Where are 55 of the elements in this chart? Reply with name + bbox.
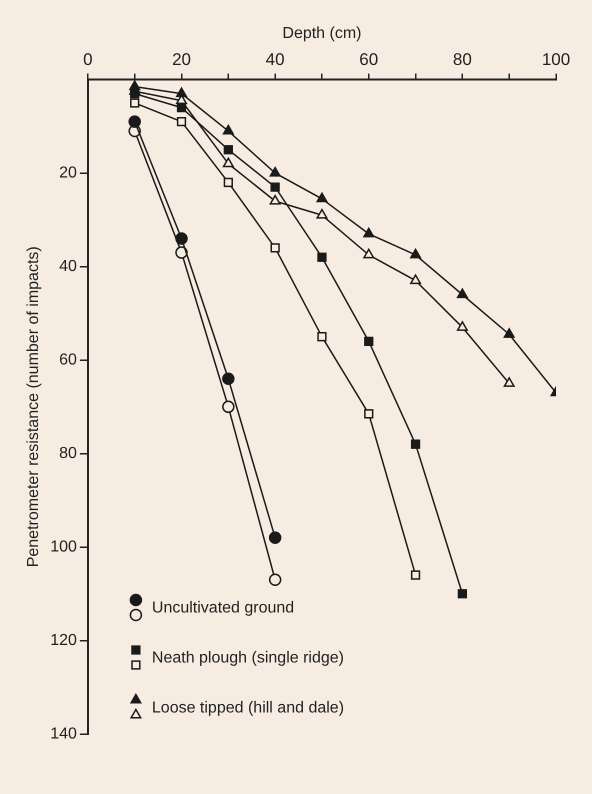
point [364, 409, 374, 418]
point [268, 574, 282, 586]
point [175, 246, 188, 259]
point [270, 194, 281, 205]
point [317, 332, 327, 342]
point [456, 321, 468, 331]
point [317, 252, 327, 262]
point [128, 115, 141, 128]
point [130, 88, 140, 98]
x-tick-label: 60 [359, 50, 378, 70]
point [363, 248, 374, 258]
point [222, 124, 234, 135]
y-tick-label: 60 [59, 351, 77, 368]
point [130, 98, 140, 108]
point [175, 232, 188, 245]
legend-label: Neath plough (single ridge) [152, 649, 344, 666]
legend-label: Loose tipped (hill and dale) [152, 699, 344, 716]
legend-label: Uncultivated ground [152, 599, 294, 616]
y-tick-label: 40 [59, 258, 77, 275]
y-axis-title: Penetrometer resistance (number of impacts) [25, 246, 42, 568]
point [410, 570, 420, 580]
point [176, 117, 186, 126]
point [363, 228, 374, 238]
point [222, 400, 235, 414]
point [504, 377, 515, 387]
point [270, 182, 280, 192]
point [458, 589, 468, 598]
y-tick-label: 80 [59, 444, 77, 462]
y-tick-label: 100 [50, 538, 77, 556]
x-tick-label: 80 [452, 50, 472, 70]
x-tick-label: 100 [542, 50, 570, 70]
point [268, 531, 282, 544]
point [410, 248, 422, 258]
point [224, 145, 233, 154]
point [316, 192, 328, 202]
y-tick-label: 20 [59, 164, 77, 182]
point [364, 336, 374, 346]
y-tick-label: 140 [50, 725, 77, 742]
point [270, 166, 281, 177]
point [410, 440, 420, 449]
point [224, 178, 233, 188]
point [270, 243, 280, 253]
point [176, 103, 186, 112]
point [504, 328, 515, 338]
x-tick-label: 0 [83, 50, 93, 70]
x-tick-label: 20 [172, 50, 191, 70]
point [176, 87, 188, 98]
point [316, 208, 328, 219]
y-tick-label: 120 [50, 632, 77, 649]
point [222, 372, 235, 386]
point [456, 288, 468, 298]
point [410, 274, 422, 284]
point [222, 157, 234, 168]
x-axis-title: Depth (cm) [282, 25, 362, 42]
x-tick-label: 40 [266, 50, 285, 70]
